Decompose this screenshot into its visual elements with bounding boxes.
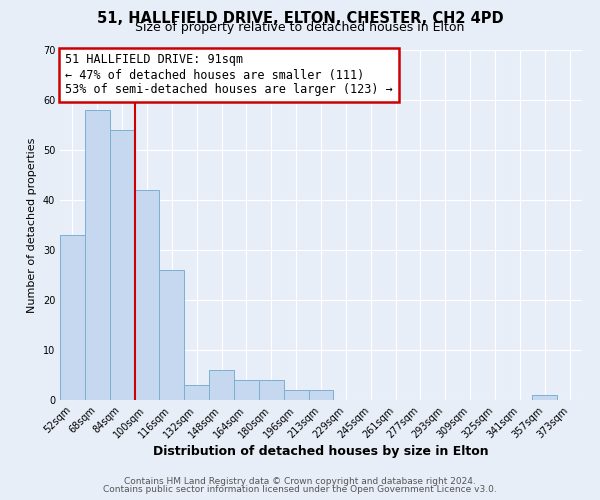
Bar (134, 190, 160, 400)
Bar (209, 370, 234, 400)
Text: Size of property relative to detached houses in Elton: Size of property relative to detached ho… (136, 21, 464, 34)
Bar (184, 385, 209, 400)
Text: Contains public sector information licensed under the Open Government Licence v3: Contains public sector information licen… (103, 485, 497, 494)
Text: 51 HALLFIELD DRIVE: 91sqm
← 47% of detached houses are smaller (111)
53% of semi: 51 HALLFIELD DRIVE: 91sqm ← 47% of detac… (65, 54, 393, 96)
Bar (308, 390, 334, 400)
Y-axis label: Number of detached properties: Number of detached properties (27, 138, 37, 312)
Bar (284, 390, 308, 400)
Bar (259, 380, 284, 400)
Text: Contains HM Land Registry data © Crown copyright and database right 2024.: Contains HM Land Registry data © Crown c… (124, 477, 476, 486)
Bar (160, 270, 184, 400)
Bar (234, 380, 259, 400)
Text: 51, HALLFIELD DRIVE, ELTON, CHESTER, CH2 4PD: 51, HALLFIELD DRIVE, ELTON, CHESTER, CH2… (97, 11, 503, 26)
Bar (532, 395, 557, 400)
Bar (85, 110, 110, 400)
Bar (110, 130, 134, 400)
Bar (60, 235, 85, 400)
X-axis label: Distribution of detached houses by size in Elton: Distribution of detached houses by size … (153, 446, 489, 458)
